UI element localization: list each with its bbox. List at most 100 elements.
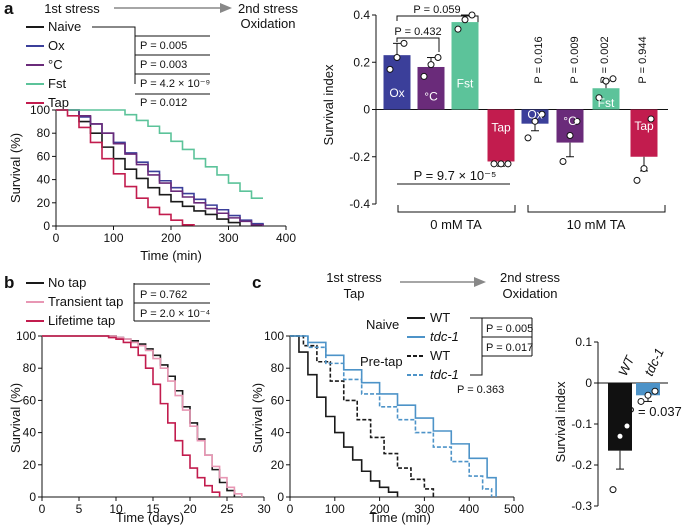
c-index-y-tick-label-3: -0.2 [571,458,592,472]
a-legend-ox: Ox [48,38,65,53]
c-survival-xlabel: Time (min) [369,510,431,525]
c-index-y-tick-label-0: 0.1 [575,335,592,349]
c-index-point-0-1 [616,432,624,440]
a-index-point-0-1 [393,54,401,62]
b-survival-xlabel: Time (days) [116,510,184,525]
b-survival-x-tick-label-6: 30 [257,502,271,516]
a-index-y-tick-label-1: 0.2 [353,55,370,69]
panel-c-letter: c [252,273,261,292]
c-survival-series-3 [290,335,493,497]
b-survival-ylabel: Survival (%) [8,383,23,453]
c-index-ylabel: Survival index [553,381,568,462]
b-survival-x-tick-label-0: 0 [39,502,46,516]
a-group-bracket-0 [397,205,516,213]
c-index-bar-0 [608,383,632,451]
b-survival-y-tick-label-4: 80 [23,361,37,375]
a-index-point-7-2 [647,115,655,123]
c-legend-bracket-right [470,317,483,376]
a-index-bar-2 [451,22,479,110]
a-legend-tap: Tap [48,95,69,110]
a-survival-series-0 [56,109,241,226]
c-legend-pretap-wt: WT [430,348,450,363]
c-second-stress-label: 2nd stress [500,270,560,285]
a-pvalue-ox: P = 0.005 [140,40,187,52]
c-legend-naive-tdc1: tdc-1 [430,329,459,344]
a-pvalue-cold: P = 0.003 [140,59,187,71]
a-index-point-1-2 [434,54,442,62]
b-pvalue-lifetime: P = 2.0 × 10⁻⁴ [140,308,211,320]
c-index-point-0-0 [609,486,617,494]
c-survival-y-tick-label-5: 100 [264,329,284,343]
a-pvalue-tap: P = 0.012 [140,97,187,109]
a-group-label-0: 0 mM TA [430,217,482,232]
b-survival-y-tick-label-0: 0 [29,490,36,504]
a-index-point-2-0 [454,25,462,33]
c-index-label-wt: WT [615,353,638,379]
c-survival-x-tick-label-1: 100 [325,502,345,516]
c-survival-x-tick-label-5: 500 [504,502,524,516]
b-legend-lifetime: Lifetime tap [48,313,115,328]
c-legend-naive-wt: WT [430,310,450,325]
a-index-chart: Survival index P = 0.059 P = 0.432 P = 9… [321,4,668,232]
a-survival-y-tick-label-2: 40 [37,173,51,187]
a-index-point-1-0 [420,72,428,80]
a-index-bracket-432 [396,37,440,52]
a-second-stress-label: 2nd stress [238,1,298,16]
c-legend-pretap-tdc1: tdc-1 [430,367,459,382]
c-survival-series-2 [290,335,435,497]
b-legend-notap: No tap [48,275,86,290]
c-index-point-0-2 [623,422,631,430]
a-index-pvalue-v3: P = 0.002 [599,36,611,83]
c-pvalue-3: P = 0.363 [457,384,504,396]
a-index-pvalue-v2: P = 0.009 [569,36,581,83]
a-index-point-1-1 [427,61,435,69]
a-survival-series-2 [56,109,264,226]
a-survival-series-3 [56,109,263,199]
panel-b-letter: b [4,273,14,292]
c-index-y-tick-label-2: -0.1 [571,417,592,431]
b-survival-series-2 [42,335,221,497]
a-index-point-7-0 [633,176,641,184]
c-index-point-1-2 [651,387,659,395]
c-legend-group-naive: Naive [366,317,399,332]
a-index-point-4-0 [524,134,532,142]
a-index-bar-label-2: Fst [457,76,474,90]
b-survival-x-tick-label-1: 5 [76,502,83,516]
c-survival-y-tick-label-0: 0 [277,490,284,504]
a-legend-bracket [92,26,136,84]
b-survival-series-0 [42,335,236,497]
a-second-stress-sub: Oxidation [241,16,296,31]
c-survival-x-tick-label-2: 200 [370,502,390,516]
c-first-stress-label: 1st stress [326,270,382,285]
a-index-y-tick-label-4: -0.4 [349,197,370,211]
a-index-pvalue-432: P = 0.432 [394,26,441,38]
a-index-bar-label-1: °C [424,90,438,104]
a-index-point-3-2 [504,160,512,168]
b-survival-y-tick-label-5: 100 [16,329,36,343]
a-index-pvalue-059: P = 0.059 [413,4,460,16]
c-survival-y-tick-label-3: 60 [271,393,285,407]
b-survival-x-tick-label-2: 10 [109,502,123,516]
a-index-point-5-2 [573,117,581,125]
c-pvalue-2: P = 0.017 [486,342,533,354]
a-index-point-3-0 [490,160,498,168]
a-legend-fst: Fst [48,76,66,91]
panel-a-letter: a [4,0,14,18]
b-survival-x-tick-label-5: 25 [220,502,234,516]
c-first-stress-sub: Tap [344,286,365,301]
c-legend-group-pretap: Pre-tap [360,354,403,369]
a-survival-x-tick-label-2: 200 [161,231,181,245]
c-index-point-1-0 [637,397,645,405]
a-index-bar-label-6: Fst [598,96,615,110]
b-survival-y-tick-label-3: 60 [23,393,37,407]
b-legend-transient: Transient tap [48,294,123,309]
b-survival-y-tick-label-2: 40 [23,426,37,440]
a-index-bar-6 [592,88,620,110]
c-survival-ylabel: Survival (%) [250,383,265,453]
a-survival-ylabel: Survival (%) [8,133,23,203]
a-index-point-5-0 [559,157,567,165]
a-index-ylabel: Survival index [321,64,336,145]
c-index-point-1-1 [644,391,652,399]
c-survival-x-tick-label-0: 0 [287,502,294,516]
c-index-y-tick-label-4: -0.3 [571,499,592,513]
